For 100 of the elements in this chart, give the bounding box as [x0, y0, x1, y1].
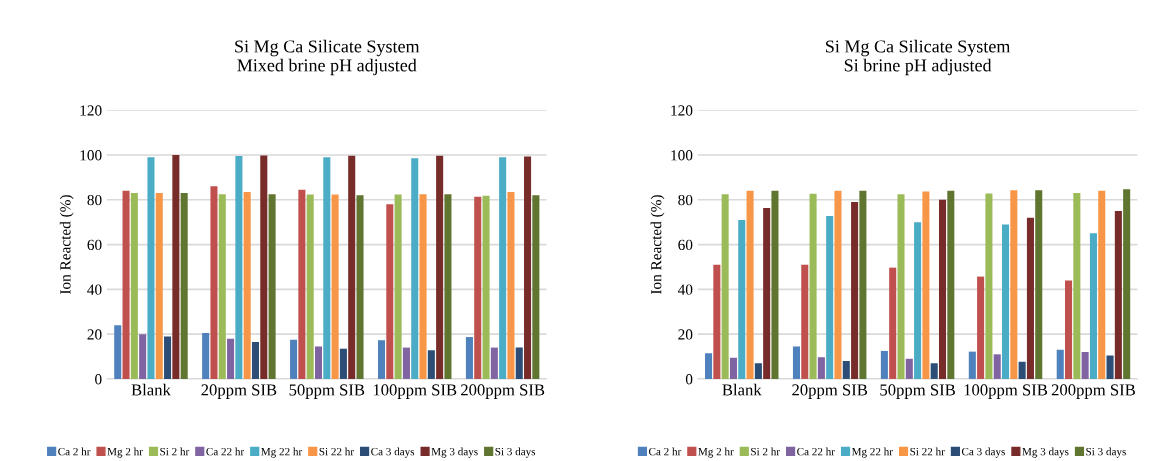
- bar: [705, 353, 713, 379]
- legend-label: Mg 2 hr: [107, 447, 143, 458]
- bar: [235, 156, 243, 379]
- bar: [947, 190, 955, 379]
- bar: [922, 191, 930, 379]
- bar: [419, 194, 427, 379]
- y-tick-label: 20: [678, 329, 693, 340]
- bar: [172, 154, 180, 379]
- bar: [499, 157, 507, 379]
- legend-label: Si 2 hr: [160, 447, 190, 456]
- legend-label: Mg 3 days: [431, 447, 478, 458]
- bar: [738, 219, 746, 379]
- x-tick-label: 20ppm SIB: [792, 384, 868, 399]
- bar: [792, 346, 800, 379]
- bar: [251, 341, 260, 379]
- y-tick-label: 100: [671, 150, 693, 161]
- x-tick-label: 100ppm SIB: [964, 384, 1048, 399]
- bar: [210, 186, 218, 379]
- bar: [402, 347, 410, 379]
- bar: [314, 346, 323, 379]
- bar: [243, 191, 251, 379]
- bar: [268, 194, 276, 379]
- bar: [930, 363, 938, 379]
- bar: [394, 194, 402, 379]
- bar: [465, 337, 473, 379]
- bar: [721, 194, 729, 379]
- legend-label: Si 3 days: [495, 447, 536, 458]
- chart-title: Si Mg Ca Silicate System Si brine pH adjusted: [826, 39, 1011, 76]
- y-tick-label: 60: [87, 239, 102, 251]
- bar: [1081, 352, 1089, 379]
- legend-label: Ca 2 hr: [58, 447, 91, 456]
- y-tick-label: 120: [671, 105, 693, 116]
- x-tick-label: Blank: [722, 383, 762, 396]
- bar: [834, 190, 842, 379]
- legend-label: Si 22 hr: [319, 447, 354, 456]
- bar: [859, 190, 867, 379]
- bar: [968, 351, 976, 379]
- bar: [411, 158, 419, 379]
- bar: [348, 155, 356, 379]
- x-tick-label: 20ppm SIB: [201, 384, 277, 399]
- legend-label: Mg 2 hr: [698, 447, 734, 458]
- bar: [905, 358, 913, 379]
- bar: [436, 155, 444, 379]
- bar: [763, 208, 771, 379]
- bar: [754, 363, 762, 379]
- x-tick-label: 50ppm SIB: [289, 384, 365, 399]
- bar: [331, 194, 339, 379]
- bar: [938, 199, 947, 379]
- legend-label: Si 22 hr: [910, 447, 945, 456]
- bar: [1010, 190, 1018, 379]
- bar: [914, 222, 922, 379]
- legend-label: Si 3 days: [1086, 447, 1126, 458]
- bar: [130, 193, 138, 379]
- y-tick-label: 0: [95, 374, 102, 385]
- y-axis-title: Ion Reacted (%): [650, 195, 665, 295]
- bar: [1056, 349, 1064, 379]
- bar: [323, 157, 331, 379]
- bar: [356, 195, 364, 379]
- bar: [339, 348, 347, 379]
- bar: [1065, 280, 1073, 379]
- legend-label: Mg 22 hr: [851, 447, 893, 458]
- bar: [490, 347, 498, 379]
- bar: [532, 195, 540, 379]
- legend-label: Ca 22 hr: [797, 447, 835, 456]
- x-tick-label: 100ppm SIB: [373, 384, 457, 399]
- y-tick-label: 100: [80, 150, 102, 161]
- bar: [515, 347, 523, 379]
- bar: [1026, 217, 1034, 379]
- bar: [713, 264, 721, 379]
- bar: [290, 339, 298, 379]
- y-tick-label: 60: [678, 239, 693, 251]
- bar: [139, 334, 147, 379]
- y-tick-label: 40: [677, 284, 693, 295]
- bar: [1002, 224, 1010, 379]
- chart-title: Si Mg Ca Silicate System Mixed brine pH adjusted: [235, 39, 420, 76]
- bar: [985, 193, 993, 379]
- bar: [147, 157, 155, 379]
- x-tick-label: Blank: [131, 383, 171, 396]
- bar: [524, 156, 532, 379]
- bar: [482, 195, 490, 379]
- bar: [306, 194, 314, 379]
- bar: [427, 350, 435, 379]
- legend-label: Ca 3 days: [371, 447, 415, 458]
- x-tick-label: 200ppm SIB: [1051, 384, 1136, 399]
- y-axis-title: Ion Reacted (%): [59, 195, 74, 295]
- bar: [801, 264, 809, 379]
- bar: [880, 350, 888, 379]
- bar: [1114, 210, 1122, 379]
- bar: [202, 333, 210, 379]
- bar: [1123, 189, 1131, 379]
- bar: [180, 193, 188, 379]
- y-tick-label: 0: [685, 374, 693, 385]
- bar: [842, 361, 850, 379]
- legend-label: Ca 3 days: [961, 447, 1005, 458]
- bar: [474, 196, 482, 379]
- bar: [993, 354, 1001, 379]
- legend-label: Mg 3 days: [1022, 447, 1069, 458]
- y-tick-label: 80: [678, 194, 693, 206]
- bar: [897, 194, 905, 379]
- bar: [809, 193, 817, 379]
